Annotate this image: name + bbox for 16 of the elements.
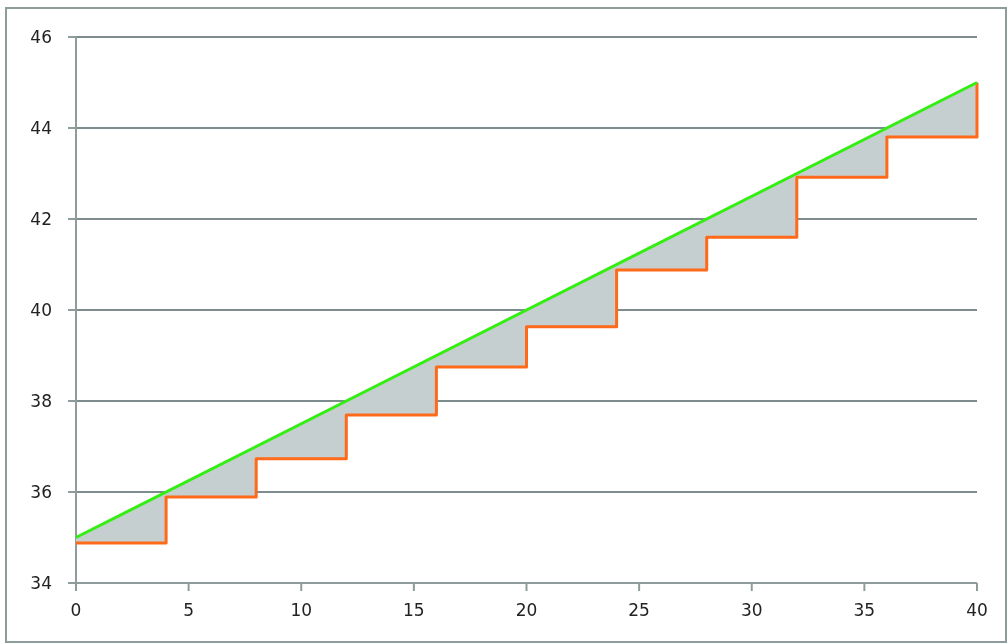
- x-tick-label: 30: [740, 600, 763, 620]
- x-tick-label: 25: [628, 600, 650, 620]
- y-tick-label: 46: [30, 26, 52, 47]
- y-tick-label: 40: [30, 299, 52, 320]
- y-tick-label: 34: [30, 572, 52, 593]
- x-tick-label: 10: [290, 600, 313, 620]
- x-tick-label: 15: [403, 600, 425, 620]
- y-tick-label: 44: [30, 117, 52, 138]
- x-tick-label: 40: [966, 600, 988, 620]
- x-tick-label: 35: [853, 600, 876, 620]
- x-tick-label: 20: [515, 600, 538, 620]
- y-tick-label: 42: [30, 208, 52, 229]
- x-tick-label: 5: [183, 600, 195, 620]
- x-tick-label: 0: [70, 600, 82, 620]
- y-tick-label: 38: [30, 390, 52, 411]
- y-tick-label: 36: [30, 481, 52, 502]
